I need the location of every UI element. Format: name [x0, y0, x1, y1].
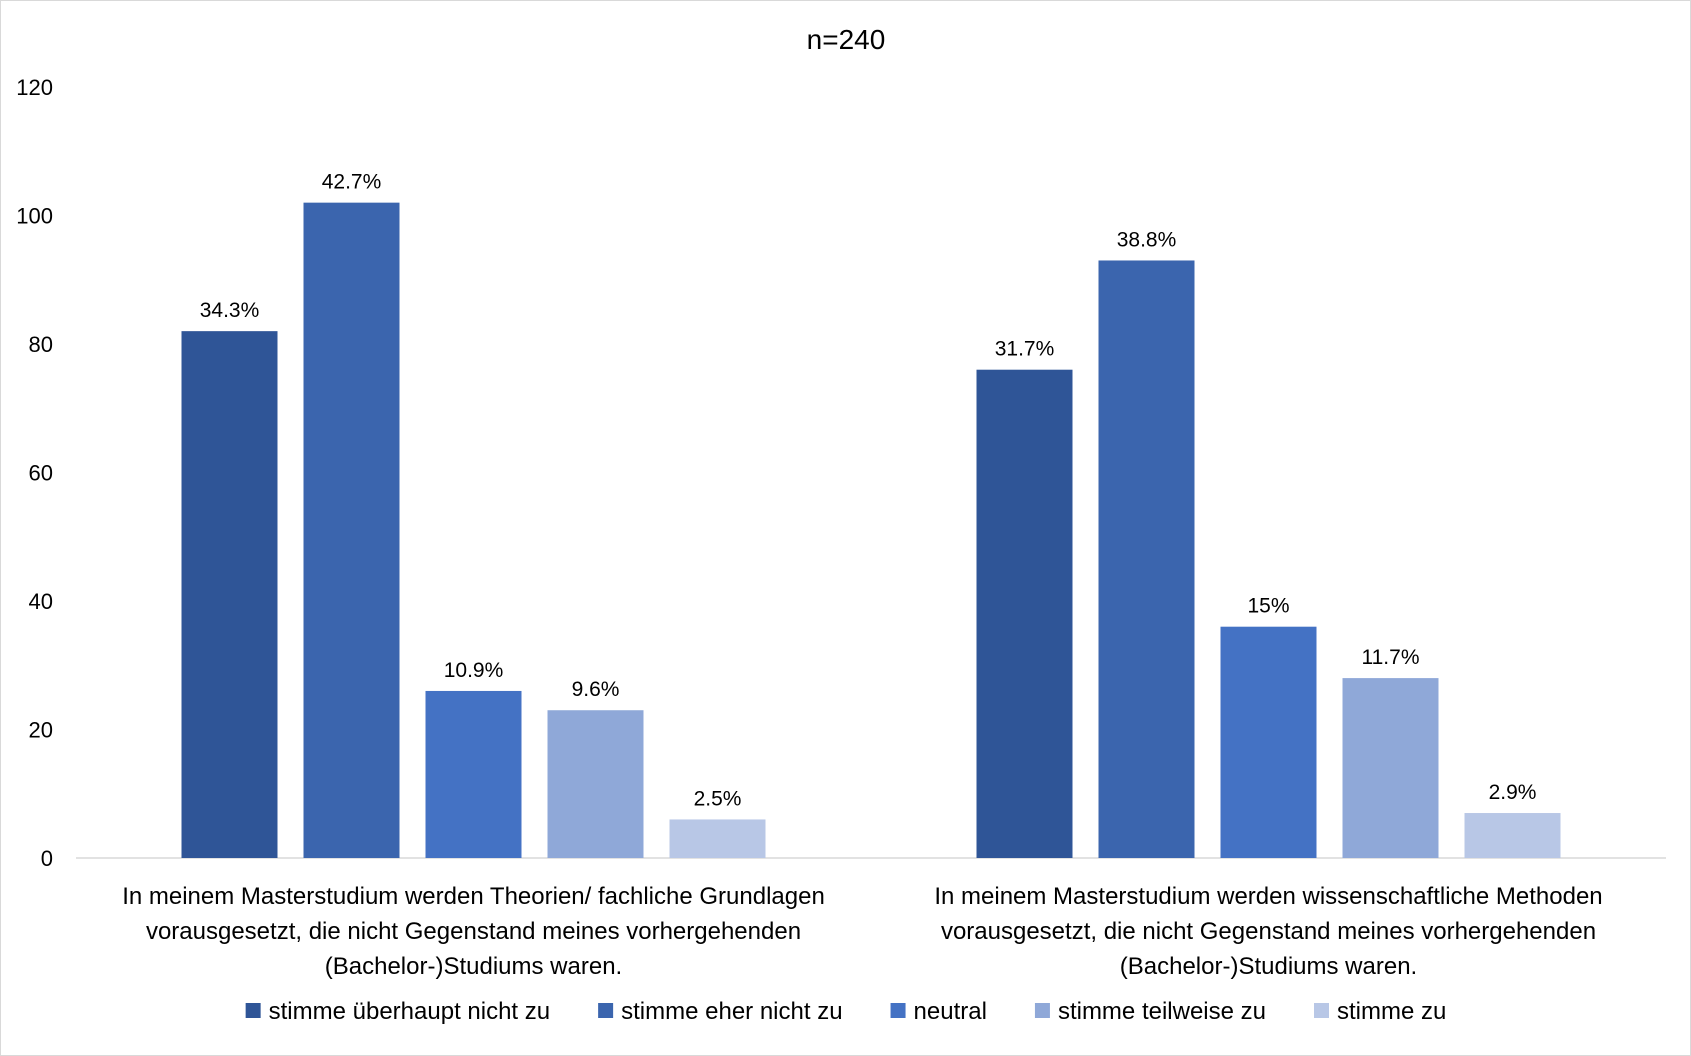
- legend-item: stimme eher nicht zu: [598, 998, 843, 1025]
- y-tick-label: 80: [29, 332, 53, 357]
- category-label: vorausgesetzt, die nicht Gegenstand mein…: [941, 918, 1596, 945]
- bar: [1098, 260, 1195, 859]
- bar: [1464, 813, 1561, 858]
- legend: stimme überhaupt nicht zu stimme eher nic…: [245, 998, 1446, 1025]
- legend-swatch: [890, 1003, 906, 1018]
- bar: [181, 331, 278, 858]
- legend-swatch: [1034, 1003, 1050, 1018]
- bar: [425, 690, 522, 858]
- bar: [1342, 678, 1439, 858]
- legend-item: stimme überhaupt nicht zu: [245, 998, 550, 1025]
- legend-swatch: [245, 1003, 261, 1018]
- legend-item: neutral: [890, 998, 987, 1025]
- y-tick-label: 120: [16, 75, 53, 100]
- category-labels: In meinem Masterstudium werden Theorien/…: [122, 883, 1602, 980]
- bar: [547, 710, 644, 858]
- y-tick-label: 20: [29, 718, 53, 743]
- legend-item: stimme teilweise zu: [1034, 998, 1266, 1025]
- category-label: In meinem Masterstudium werden Theorien/…: [122, 883, 825, 910]
- legend-label: stimme eher nicht zu: [621, 998, 842, 1025]
- category-label: (Bachelor-)Studiums waren.: [1120, 953, 1417, 980]
- legend-label: stimme teilweise zu: [1058, 998, 1266, 1025]
- data-label: 9.6%: [572, 678, 620, 701]
- data-label: 2.9%: [1489, 781, 1537, 804]
- bars: [181, 202, 1561, 859]
- chart-title: n=240: [807, 24, 886, 55]
- bar: [303, 202, 400, 858]
- bar: [669, 819, 766, 858]
- legend-label: stimme überhaupt nicht zu: [269, 998, 550, 1025]
- y-axis: 0 20 40 60 80 100 120: [16, 75, 53, 871]
- data-label: 2.5%: [694, 787, 742, 810]
- legend-swatch: [1314, 1003, 1329, 1018]
- y-tick-label: 0: [41, 846, 53, 871]
- legend-label: neutral: [914, 998, 987, 1025]
- bar: [976, 369, 1073, 858]
- data-label: 15%: [1247, 595, 1289, 618]
- data-labels: 34.3% 42.7% 10.9% 9.6% 2.5% 31.7% 38.8% 15% 11.7…: [200, 171, 1537, 811]
- y-tick-label: 100: [16, 204, 53, 229]
- category-label: vorausgesetzt, die nicht Gegenstand mein…: [146, 918, 801, 945]
- data-label: 11.7%: [1362, 646, 1420, 669]
- category-label: (Bachelor-)Studiums waren.: [325, 953, 622, 980]
- data-label: 10.9%: [444, 659, 504, 682]
- y-tick-label: 60: [29, 461, 53, 486]
- legend-swatch: [598, 1003, 614, 1018]
- category-label: In meinem Masterstudium werden wissensch…: [934, 883, 1602, 910]
- bar: [1220, 626, 1317, 858]
- y-tick-label: 40: [29, 589, 53, 614]
- legend-item: stimme zu: [1314, 998, 1446, 1025]
- data-label: 38.8%: [1117, 228, 1177, 251]
- data-label: 42.7%: [322, 171, 382, 194]
- legend-label: stimme zu: [1337, 998, 1446, 1025]
- data-label: 31.7%: [995, 338, 1055, 361]
- data-label: 34.3%: [200, 299, 260, 322]
